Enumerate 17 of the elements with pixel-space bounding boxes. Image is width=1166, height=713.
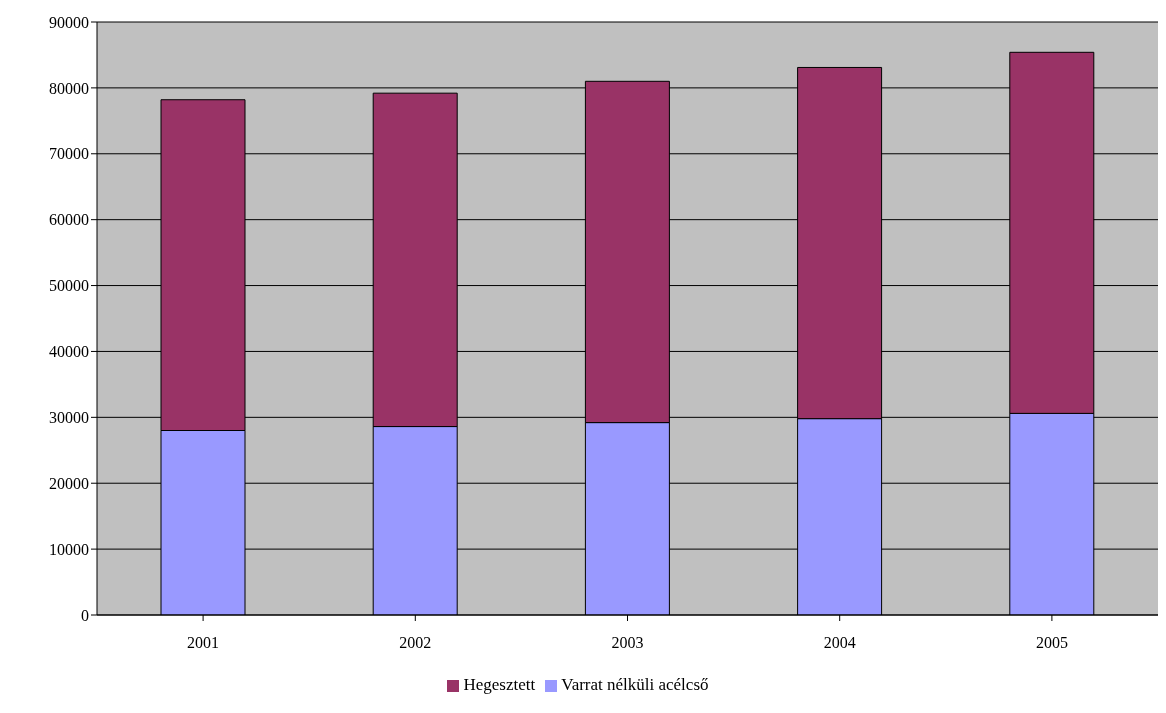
x-tick-label: 2001 bbox=[187, 634, 220, 652]
y-tick-label: 90000 bbox=[49, 13, 89, 31]
x-tick-label: 2004 bbox=[823, 634, 856, 652]
y-tick-label: 0 bbox=[81, 606, 89, 624]
y-tick-label: 50000 bbox=[49, 277, 89, 295]
y-tick-label: 70000 bbox=[49, 145, 89, 163]
y-tick-label: 30000 bbox=[49, 409, 89, 427]
legend-label: Varrat nélküli acélcső bbox=[561, 675, 709, 694]
x-tick-label: 2003 bbox=[611, 634, 644, 652]
y-tick-label: 80000 bbox=[49, 79, 89, 97]
x-tick-label: 2005 bbox=[1035, 634, 1068, 652]
y-tick-label: 40000 bbox=[49, 343, 89, 361]
x-tick-label: 2002 bbox=[399, 634, 432, 652]
y-tick-label: 60000 bbox=[49, 211, 89, 229]
legend-label: Hegesztett bbox=[463, 675, 536, 694]
y-tick-label: 20000 bbox=[49, 474, 89, 492]
y-tick-label: 10000 bbox=[49, 540, 89, 558]
